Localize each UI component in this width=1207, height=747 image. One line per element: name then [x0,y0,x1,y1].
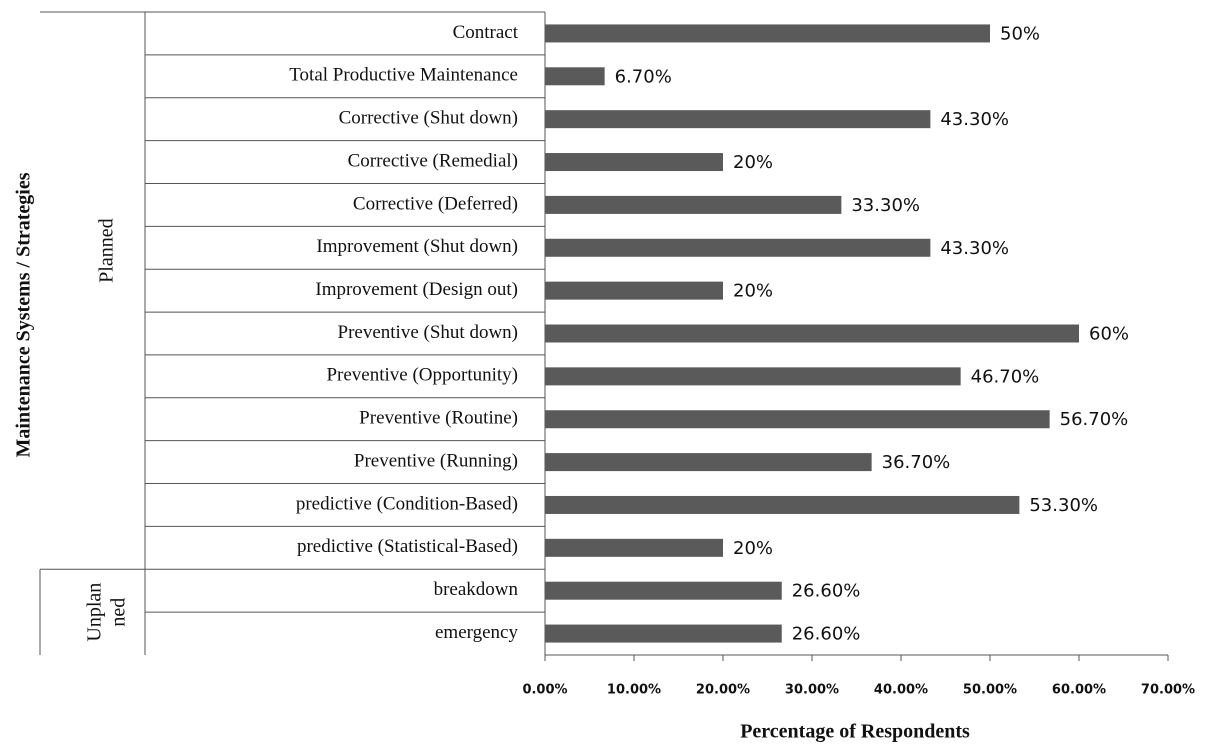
y-tick-label: breakdown [434,579,519,600]
bar [545,110,931,129]
y-tick-label: Preventive (Shut down) [338,322,518,343]
data-label: 43.30% [940,109,1009,130]
data-label: 20% [733,152,773,173]
data-label: 26.60% [792,624,861,645]
x-tick-label: 50.00% [963,683,1017,698]
group-label: Planned [96,218,118,282]
bar [545,195,842,214]
data-label: 26.60% [792,581,861,602]
x-axis-title: Percentage of Respondents [740,721,970,743]
x-tick-label: 30.00% [785,683,839,698]
bar [545,238,931,257]
y-tick-label: Total Productive Maintenance [289,65,518,86]
x-tick-label: 70.00% [1141,683,1195,698]
y-tick-label: Contract [453,22,519,43]
data-label: 56.70% [1060,409,1129,430]
bar [545,453,872,472]
x-tick-label: 10.00% [607,683,661,698]
y-tick-label: predictive (Condition-Based) [296,493,518,514]
x-tick-label: 40.00% [874,683,928,698]
y-axis-title: Maintenance Systems / Strategies [13,172,35,457]
group-label: ned [108,598,130,627]
y-tick-label: Corrective (Remedial) [348,150,518,171]
y-tick-label: Preventive (Running) [354,450,518,471]
group-label: Unplan [84,583,106,642]
x-tick-label: 0.00% [522,683,567,698]
bar [545,67,605,86]
y-tick-label: emergency [435,622,518,643]
y-tick-label: Corrective (Shut down) [339,108,518,129]
bar [545,324,1079,343]
data-label: 46.70% [971,366,1040,387]
y-tick-label: Preventive (Opportunity) [326,365,518,386]
bar [545,581,782,600]
bar [545,495,1020,514]
data-label: 53.30% [1029,495,1098,516]
y-tick-label: Improvement (Shut down) [316,236,518,257]
x-tick-label: 20.00% [696,683,750,698]
bar [545,153,723,172]
y-tick-label: Preventive (Routine) [359,408,518,429]
data-label: 50% [1000,23,1040,44]
y-tick-label: Improvement (Design out) [315,279,518,300]
data-label: 20% [733,538,773,559]
data-label: 20% [733,281,773,302]
bar [545,410,1050,429]
data-label: 43.30% [940,238,1009,259]
bar [545,538,723,557]
bar [545,281,723,300]
y-tick-label: Corrective (Deferred) [353,193,518,214]
y-tick-label: predictive (Statistical-Based) [297,536,518,557]
data-label: 6.70% [615,66,672,87]
bar [545,367,961,386]
bar [545,24,990,43]
x-tick-label: 60.00% [1052,683,1106,698]
data-label: 36.70% [882,452,951,473]
bar [545,624,782,643]
data-label: 60% [1089,324,1129,345]
data-label: 33.30% [851,195,920,216]
